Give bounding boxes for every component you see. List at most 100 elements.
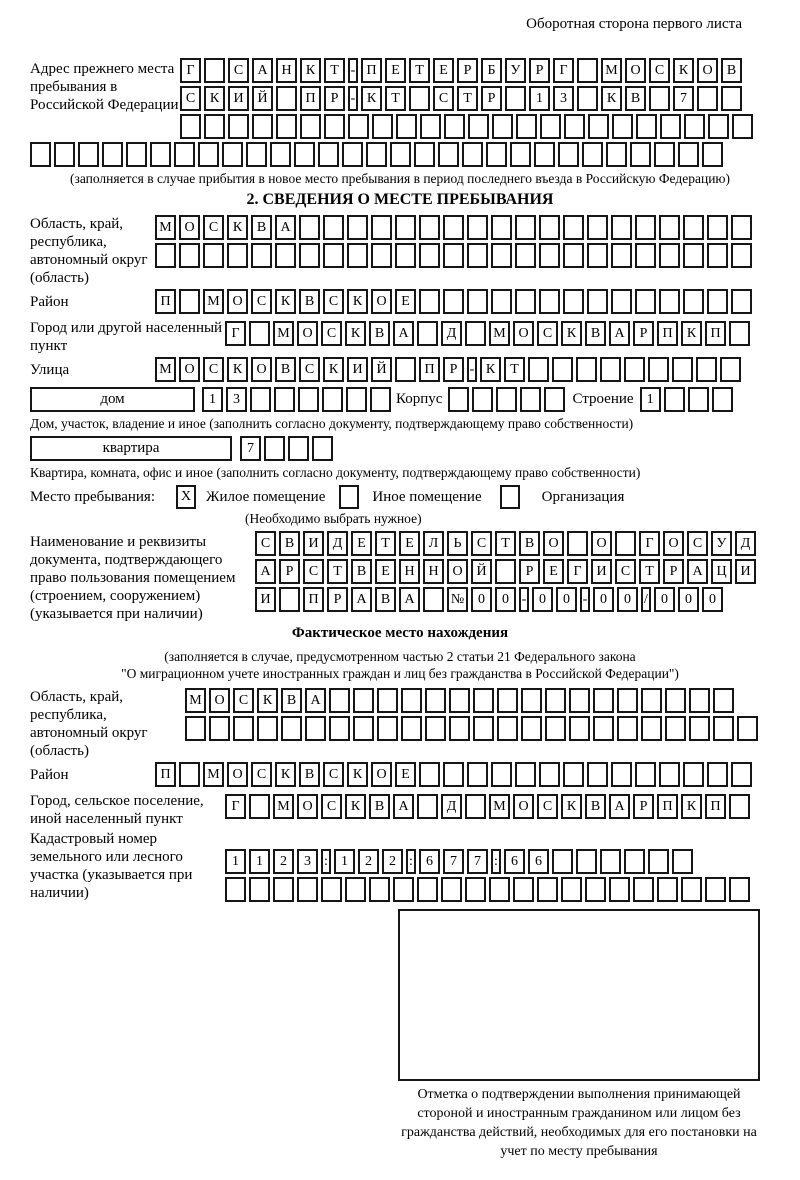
char-cell: К [323, 357, 344, 382]
char-cell: Е [385, 58, 406, 83]
char-cell [425, 716, 446, 741]
char-cell: Е [395, 289, 416, 314]
char-cell: 7 [240, 436, 261, 461]
char-cell: Р [324, 86, 345, 111]
stamp-box [398, 909, 760, 1081]
char-cell: П [705, 794, 726, 819]
char-cell [648, 849, 669, 874]
char-cell [489, 877, 510, 902]
char-cell: 1 [639, 387, 661, 412]
char-cell: О [543, 531, 564, 556]
char-cell: В [375, 587, 396, 612]
char-cell [249, 877, 270, 902]
char-cell [696, 357, 717, 382]
char-cell: : [321, 849, 331, 874]
char-cell: А [687, 559, 708, 584]
char-cell: Е [351, 531, 372, 556]
char-cell [497, 688, 518, 713]
char-cell: С [615, 559, 636, 584]
char-cell: Р [529, 58, 550, 83]
checkbox-org [499, 485, 520, 509]
char-cell: А [351, 587, 372, 612]
kadastr-line: Кадастровый номер земельного или лесного… [30, 830, 770, 905]
char-cell [449, 716, 470, 741]
char-cell: В [585, 794, 606, 819]
char-cell [545, 688, 566, 713]
char-cell [708, 114, 729, 139]
char-cell [649, 86, 670, 111]
char-cell: 0 [556, 587, 577, 612]
char-cell: В [721, 58, 742, 83]
char-cell [294, 142, 315, 167]
char-cell [395, 215, 416, 240]
char-cell [298, 387, 319, 412]
char-cell: И [303, 531, 324, 556]
char-cell [577, 58, 598, 83]
page-side-note: Оборотная сторона первого листа [526, 16, 742, 32]
fact-oblast-line: Область, край, республика, автономный ок… [30, 688, 770, 760]
char-cell [300, 114, 321, 139]
char-cell [246, 142, 267, 167]
korpus-label: Корпус [396, 391, 443, 407]
char-cell [732, 114, 753, 139]
char-cell [401, 688, 422, 713]
char-cell: К [673, 58, 694, 83]
char-cell: К [345, 321, 366, 346]
char-cell [539, 215, 560, 240]
char-cell [467, 215, 488, 240]
char-cell: А [252, 58, 273, 83]
char-cell [516, 114, 537, 139]
char-cell: Д [327, 531, 348, 556]
char-cell: Р [457, 58, 478, 83]
char-cell: Й [371, 357, 392, 382]
char-cell: Л [423, 531, 444, 556]
char-cell [467, 762, 488, 787]
char-cell: № [447, 587, 468, 612]
char-cell: 1 [334, 849, 355, 874]
char-cell: К [480, 357, 501, 382]
char-cell [209, 716, 230, 741]
char-cell [417, 794, 438, 819]
char-cell [684, 114, 705, 139]
char-cell [270, 142, 291, 167]
char-cell: И [591, 559, 612, 584]
char-cell [438, 142, 459, 167]
char-cell: Г [639, 531, 660, 556]
char-cell [678, 142, 699, 167]
char-cell: С [687, 531, 708, 556]
fact-gorod-label: Город, сельское поселение, иной населенн… [30, 793, 204, 827]
char-cell: Е [395, 762, 416, 787]
char-cell [611, 289, 632, 314]
char-cell: В [351, 559, 372, 584]
char-cell: 1 [249, 849, 270, 874]
char-cell: С [203, 215, 224, 240]
char-cell: 0 [702, 587, 723, 612]
char-cell: Ц [711, 559, 732, 584]
char-cell: Т [324, 58, 345, 83]
char-cell [539, 762, 560, 787]
char-cell: - [519, 587, 529, 612]
char-cell [606, 142, 627, 167]
char-cell [593, 716, 614, 741]
char-cell [564, 114, 585, 139]
char-cell [473, 716, 494, 741]
char-cell: : [491, 849, 501, 874]
char-cell [636, 114, 657, 139]
char-cell [273, 877, 294, 902]
char-cell [491, 289, 512, 314]
char-cell [393, 877, 414, 902]
char-cell: П [657, 321, 678, 346]
char-cell [683, 215, 704, 240]
char-cell [473, 688, 494, 713]
char-cell [544, 387, 566, 412]
char-cell [377, 688, 398, 713]
char-cell [419, 762, 440, 787]
char-cell: О [179, 357, 200, 382]
char-cell: 0 [654, 587, 675, 612]
char-cell [297, 877, 318, 902]
char-cell: Е [433, 58, 454, 83]
